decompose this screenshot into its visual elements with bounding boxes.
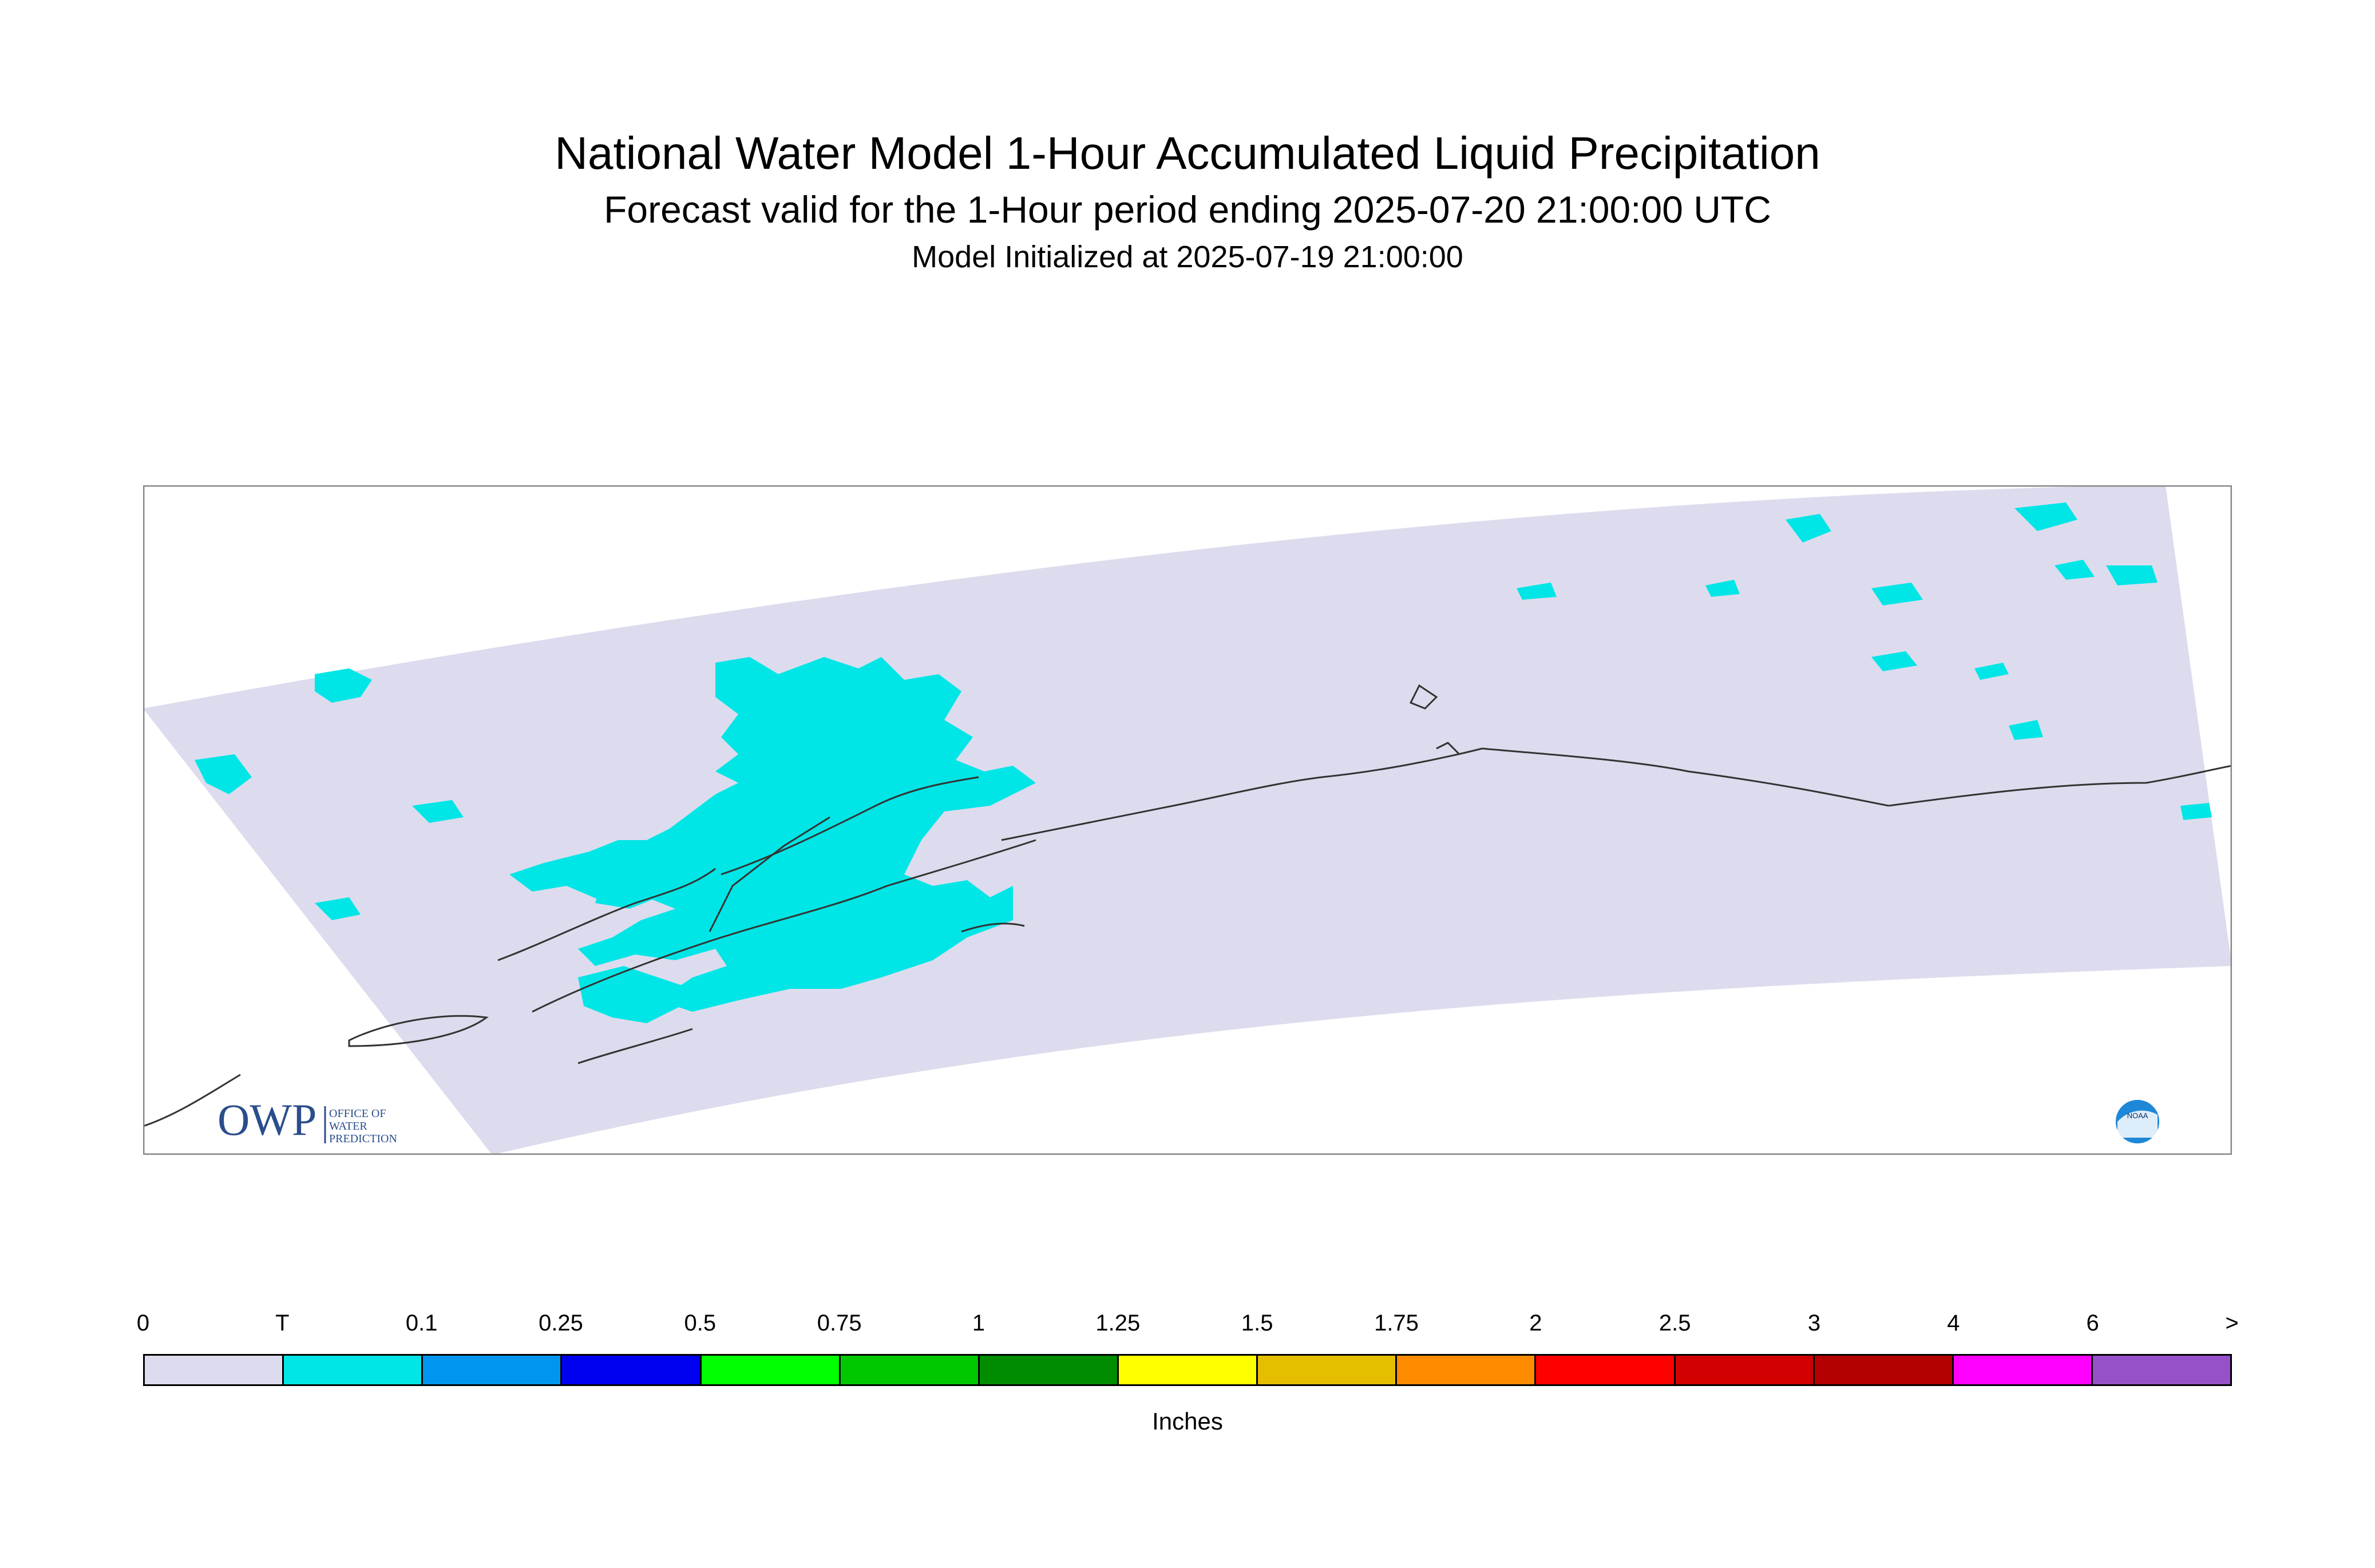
noaa-logo-bird [2117,1110,2158,1138]
owp-logo: OWP OFFICE OF WATER PREDICTION [217,1095,397,1145]
legend-tick-label: 0.1 [405,1310,438,1336]
coastline-bristol-bay [497,868,716,961]
legend-swatch [1953,1356,2093,1384]
legend-swatch [840,1356,980,1384]
legend-tick-label: 2 [1529,1310,1542,1336]
coastlines [143,684,2232,1127]
noaa-logo: NOAA [2113,1098,2162,1146]
map-frame [143,485,2232,1155]
precip-main-mass [509,657,1036,1012]
precip-lower-mass [578,966,692,1023]
legend-tick-label: 3 [1807,1310,1821,1336]
precipitation-map: OWP OFFICE OF WATER PREDICTION NOAA [143,485,2232,1155]
coastline-east [1888,765,2232,807]
legend-tick-label: 0.5 [684,1310,717,1336]
legend-swatch [562,1356,702,1384]
precip-ne-5 [2055,560,2095,580]
owp-logo-line3: PREDICTION [329,1133,397,1145]
precip-ne-11 [1974,663,2009,680]
legend-swatch [979,1356,1119,1384]
legend-tick-label: 4 [1947,1310,1960,1336]
legend-swatch [145,1356,284,1384]
coastline-west-island [348,1015,489,1047]
coastline-southwest [143,1074,241,1127]
legend-swatch [284,1356,423,1384]
legend-tick-label: 1 [972,1310,985,1336]
owp-logo-line1: OFFICE OF [329,1107,386,1120]
legend-swatch [1397,1356,1537,1384]
legend-swatch [1118,1356,1258,1384]
precip-west-1 [195,754,252,794]
precip-ne-8 [2009,720,2043,740]
coastline-southcoast [1482,747,1889,807]
coastline-gulf [1001,747,1483,841]
legend-swatch [1675,1356,1815,1384]
forecast-valid-subtitle: Forecast valid for the 1-Hour period end… [604,188,1771,231]
precip-areas [195,502,2212,1023]
precip-ne-10 [1705,580,1740,597]
precip-west-3 [315,897,361,920]
precip-left-patch [595,880,658,909]
legend-swatch [423,1356,563,1384]
coastline-island-n [1409,684,1438,710]
legend-tick-label: > [2225,1310,2239,1336]
legend-tick-label: 6 [2086,1310,2099,1336]
precip-ne-9 [2180,803,2212,820]
legend-tick-label: 2.5 [1658,1310,1691,1336]
legend-tick-label: 1.25 [1095,1310,1141,1336]
coastline-sw-tail [577,1028,693,1064]
owp-logo-line2: WATER [329,1120,367,1133]
map-title: National Water Model 1-Hour Accumulated … [555,128,1820,179]
legend-tick-label: 0.75 [817,1310,862,1336]
precip-ne-4 [1517,583,1557,600]
precip-ne-3 [1871,583,1923,605]
coastline-yukon-border [708,816,830,932]
precip-west-4 [412,800,464,823]
coastline-island-n2 [1436,742,1460,755]
precip-ne-7 [1871,651,1917,671]
legend-tick-label: T [275,1310,290,1336]
legend-swatch [701,1356,841,1384]
legend-swatch [1258,1356,1398,1384]
precip-ne-6 [2106,565,2158,585]
precip-ne-1 [1786,514,1831,543]
legend-tick-label: 0.25 [539,1310,583,1336]
noaa-logo-text: NOAA [2127,1111,2148,1120]
coastline-peninsula [532,839,1036,1013]
legend-swatch [1536,1356,1676,1384]
legend-units-label: Inches [1152,1408,1223,1435]
legend-labels: 0 T 0.1 0.25 0.5 0.75 1 1.25 1.5 1.75 2 2.5 3 4 6 > [137,1310,2239,1345]
legend-tick-label: 1.75 [1374,1310,1419,1336]
legend-swatch [2092,1356,2231,1384]
precip-west-2 [315,668,372,703]
legend-swatch [1814,1356,1954,1384]
owp-logo-text: OWP [217,1095,316,1145]
legend-colorbar [143,1354,2232,1386]
model-domain [143,485,2232,1155]
precip-legend: 0 T 0.1 0.25 0.5 0.75 1 1.25 1.5 1.75 2 2.5 3 4 6 > Inc… [137,1310,2239,1459]
precip-ne-2 [2014,502,2077,531]
legend-tick-label: 1.5 [1241,1310,1273,1336]
coastline-inlet [961,922,1025,933]
coastline-mainland-river [721,776,979,876]
legend-tick-label: 0 [136,1310,150,1336]
model-initialized-line: Model Initialized at 2025-07-19 21:00:00 [912,240,1463,274]
